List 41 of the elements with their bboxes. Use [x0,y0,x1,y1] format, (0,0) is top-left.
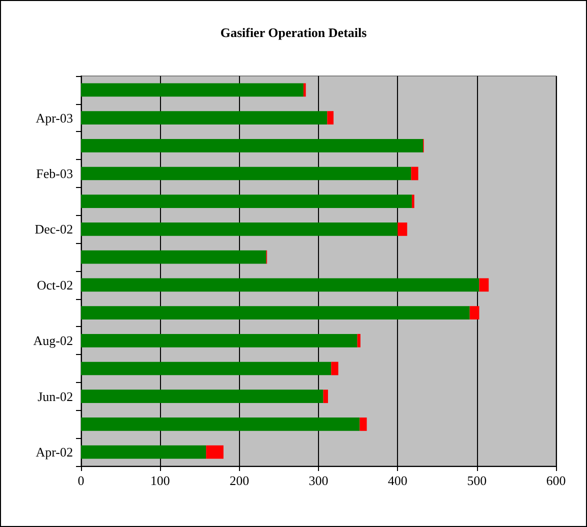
bar [360,418,367,431]
bar [81,83,304,97]
bar [411,166,418,180]
bar [81,334,358,348]
y-tick-label: Aug-02 [33,333,73,348]
x-tick-label: 100 [150,473,170,488]
bar [81,445,206,459]
x-tick-label: 600 [546,473,566,488]
bar [81,138,423,152]
bar [357,334,360,348]
bar [81,306,470,320]
bar [398,222,408,236]
x-tick-label: 200 [230,473,250,488]
bar [206,445,224,459]
bar [323,390,328,404]
x-tick-label: 300 [308,473,328,488]
bar [81,111,328,124]
y-tick-label: Dec-02 [34,222,73,237]
bar [81,278,480,292]
x-tick-label: 500 [467,473,487,488]
x-tick-label: 400 [388,473,408,488]
bar [81,390,324,404]
bar [81,222,398,236]
bar [470,306,480,320]
bar [81,362,332,376]
y-tick-label: Apr-02 [36,444,73,460]
y-tick-label: Apr-03 [36,110,73,126]
bar [81,166,412,180]
bar [81,418,360,431]
y-tick-label: Jun-02 [38,388,73,404]
bar [327,111,334,124]
bar [81,194,412,208]
bar [81,250,266,264]
bar [479,278,489,292]
bar [412,194,414,208]
bar [303,83,306,97]
x-tick-label: 0 [78,473,84,488]
y-tick-label: Feb-03 [36,166,73,181]
y-tick-label: Oct-02 [36,277,73,292]
bar [331,362,338,376]
chart-title: Gasifier Operation Details [220,25,367,40]
